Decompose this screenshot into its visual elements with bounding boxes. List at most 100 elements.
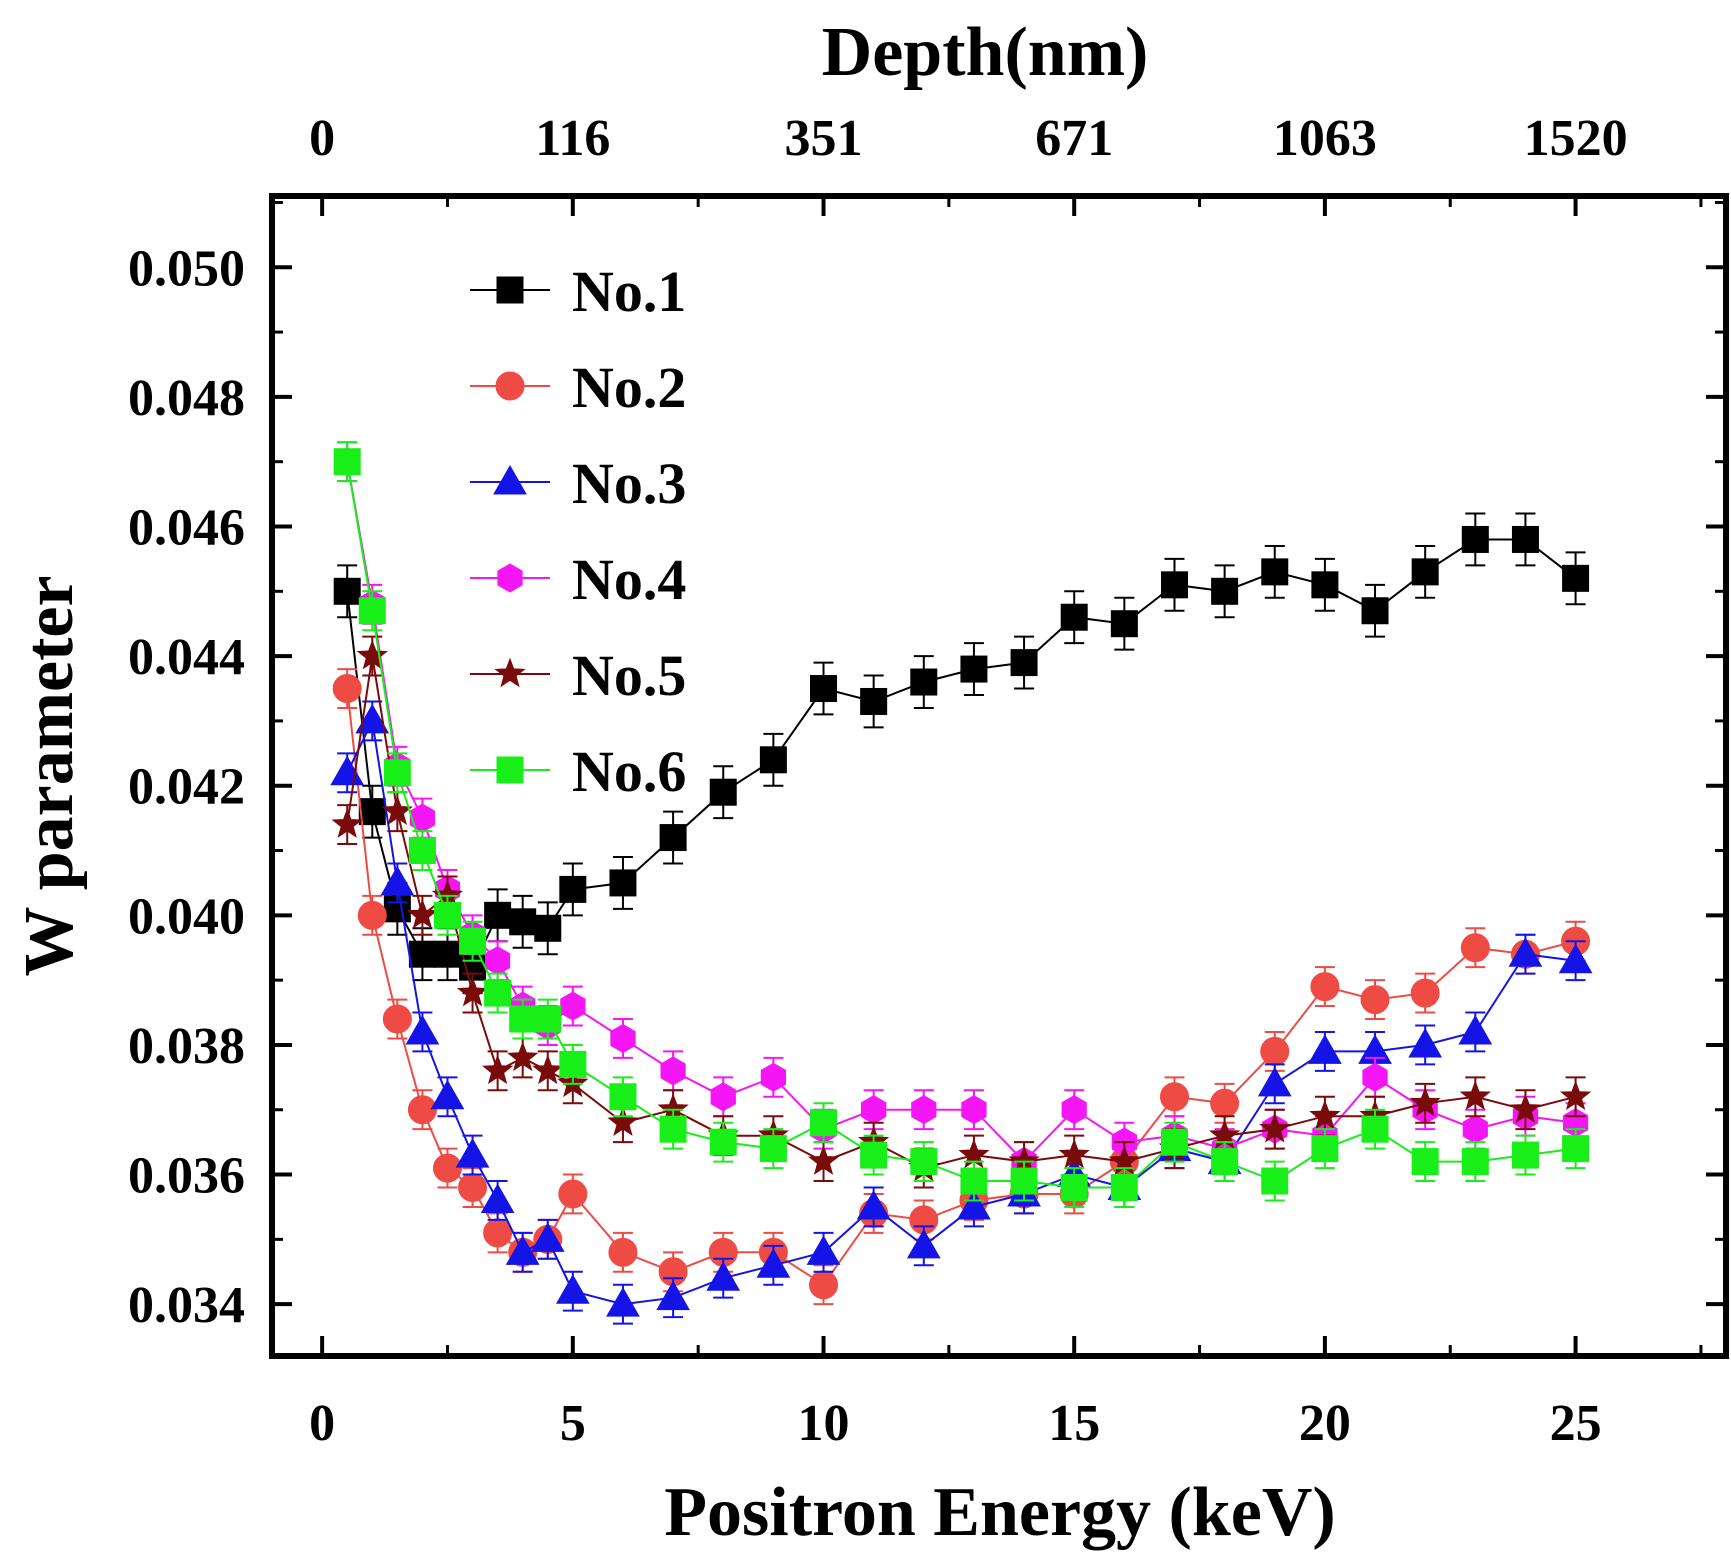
data-point xyxy=(1261,558,1289,586)
data-point xyxy=(1159,1082,1189,1112)
data-point xyxy=(1259,1112,1291,1143)
data-point xyxy=(1409,1086,1441,1117)
data-point xyxy=(1562,564,1590,592)
data-point xyxy=(432,1153,462,1183)
data-point xyxy=(957,1189,991,1220)
axes-layer: 0 0 5 116 10 351 15 671 20 1063 25 1520 0.034 0.036 0.… xyxy=(128,110,1726,1452)
data-point xyxy=(1010,1167,1038,1195)
legend-label: No.5 xyxy=(572,643,686,708)
data-point xyxy=(1060,1174,1088,1202)
data-point xyxy=(810,675,838,703)
data-point xyxy=(455,1138,490,1168)
legend-entry-6: No.6 xyxy=(470,739,686,804)
data-point xyxy=(1110,610,1138,638)
data-point xyxy=(860,687,888,715)
data-point xyxy=(480,1183,515,1213)
data-point xyxy=(408,837,436,865)
data-point xyxy=(1562,1135,1590,1163)
data-point xyxy=(606,1287,640,1317)
data-point xyxy=(534,914,562,942)
data-point xyxy=(507,1041,539,1072)
data-point xyxy=(656,1280,690,1311)
data-point xyxy=(559,1050,587,1078)
series-1 xyxy=(333,512,1590,995)
data-point xyxy=(1061,1095,1087,1125)
data-point xyxy=(383,759,411,787)
legend-label: No.3 xyxy=(572,451,686,516)
data-point xyxy=(609,1083,637,1111)
data-point xyxy=(706,1261,741,1291)
data-point xyxy=(1309,1099,1341,1130)
data-point xyxy=(555,1274,590,1304)
plot-layer xyxy=(330,441,1593,1325)
top-axis-label: Depth(nm) xyxy=(822,14,1149,91)
data-point xyxy=(1060,603,1088,631)
x-tick-label: 25 xyxy=(1550,1395,1602,1452)
data-point xyxy=(509,908,537,936)
data-point xyxy=(330,755,365,786)
data-point xyxy=(609,869,637,897)
x-tick-label: 10 xyxy=(798,1395,850,1452)
y-tick-label: 0.044 xyxy=(128,629,245,686)
data-point xyxy=(1508,937,1543,967)
data-point xyxy=(356,639,388,670)
data-point xyxy=(1211,1148,1239,1176)
series-6 xyxy=(333,441,1590,1208)
data-point xyxy=(458,1173,488,1203)
data-point xyxy=(331,808,363,838)
data-point xyxy=(1411,1148,1439,1176)
data-point xyxy=(607,1106,639,1136)
data-point xyxy=(433,901,461,929)
data-point xyxy=(1311,571,1339,599)
data-point xyxy=(405,1014,440,1045)
legend-entry-1: No.1 xyxy=(470,259,686,324)
top-tick-label: 116 xyxy=(535,110,610,167)
top-tick-label: 671 xyxy=(1035,110,1113,167)
data-point xyxy=(407,1095,437,1125)
x-axis-label: Positron Energy (keV) xyxy=(664,1474,1335,1551)
top-tick-label: 351 xyxy=(785,110,863,167)
series-line xyxy=(346,461,1576,1189)
data-point xyxy=(709,778,737,806)
top-tick-label: 1063 xyxy=(1273,110,1377,167)
data-point xyxy=(861,1095,887,1125)
data-point xyxy=(559,875,587,903)
data-point xyxy=(809,1270,839,1300)
data-point xyxy=(430,1079,465,1110)
data-point xyxy=(1160,1128,1188,1156)
data-point xyxy=(1361,1115,1389,1143)
data-point xyxy=(534,1005,562,1033)
data-point xyxy=(760,1062,786,1092)
data-point xyxy=(860,1141,888,1169)
data-point xyxy=(1210,1088,1240,1118)
data-point xyxy=(382,1004,412,1034)
data-point xyxy=(358,798,386,826)
legend-label: No.4 xyxy=(572,547,686,612)
data-point xyxy=(505,1235,540,1265)
data-point xyxy=(759,746,787,774)
data-point xyxy=(1311,1135,1339,1163)
data-point xyxy=(709,1128,737,1156)
data-point xyxy=(1257,1066,1292,1097)
data-point xyxy=(1511,525,1539,553)
y-tick-label: 0.050 xyxy=(128,240,245,297)
legend-label: No.1 xyxy=(572,259,686,324)
legend-label: No.2 xyxy=(572,355,686,420)
data-point xyxy=(911,1095,937,1125)
data-point xyxy=(332,674,362,704)
data-point xyxy=(659,1115,687,1143)
data-point xyxy=(906,1228,941,1259)
y-tick-label: 0.034 xyxy=(128,1277,245,1334)
data-point xyxy=(482,1054,514,1085)
legend-marker xyxy=(494,657,526,688)
legend-entry-5: No.5 xyxy=(470,643,686,708)
data-point xyxy=(910,668,938,696)
legend-entry-3: No.3 xyxy=(470,451,686,516)
data-point xyxy=(910,1148,938,1176)
x-tick-label: 20 xyxy=(1299,1395,1351,1452)
data-point xyxy=(560,991,586,1021)
data-point xyxy=(1511,1141,1539,1169)
legend-marker xyxy=(497,563,523,593)
data-point xyxy=(961,1095,987,1125)
data-point xyxy=(532,1054,564,1085)
